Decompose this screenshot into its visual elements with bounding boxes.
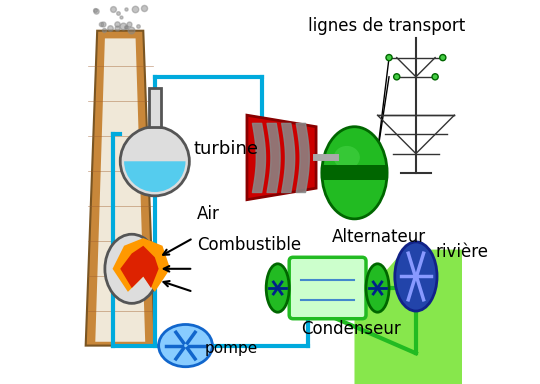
Ellipse shape: [322, 127, 387, 219]
Ellipse shape: [159, 324, 212, 367]
Polygon shape: [120, 246, 159, 288]
Circle shape: [120, 127, 190, 196]
Text: Combustible: Combustible: [197, 236, 301, 253]
Ellipse shape: [366, 264, 389, 312]
Polygon shape: [247, 115, 316, 200]
Circle shape: [394, 74, 400, 80]
Text: rivière: rivière: [435, 243, 488, 261]
Circle shape: [440, 55, 446, 61]
Text: Air: Air: [197, 205, 220, 223]
Wedge shape: [124, 161, 186, 192]
FancyBboxPatch shape: [289, 257, 366, 319]
FancyBboxPatch shape: [149, 88, 160, 127]
Polygon shape: [95, 38, 145, 342]
Text: lignes de transport: lignes de transport: [308, 17, 465, 35]
Polygon shape: [112, 238, 170, 292]
Text: pompe: pompe: [205, 341, 258, 356]
Ellipse shape: [266, 264, 289, 312]
Text: Condenseur: Condenseur: [301, 320, 401, 338]
Circle shape: [432, 74, 438, 80]
Circle shape: [386, 55, 392, 61]
Ellipse shape: [105, 234, 159, 303]
Ellipse shape: [395, 242, 437, 311]
Polygon shape: [86, 31, 155, 346]
Ellipse shape: [334, 146, 360, 169]
FancyBboxPatch shape: [322, 165, 387, 180]
Text: Alternateur: Alternateur: [332, 228, 426, 246]
Text: turbine: turbine: [193, 140, 258, 157]
Polygon shape: [354, 250, 462, 384]
